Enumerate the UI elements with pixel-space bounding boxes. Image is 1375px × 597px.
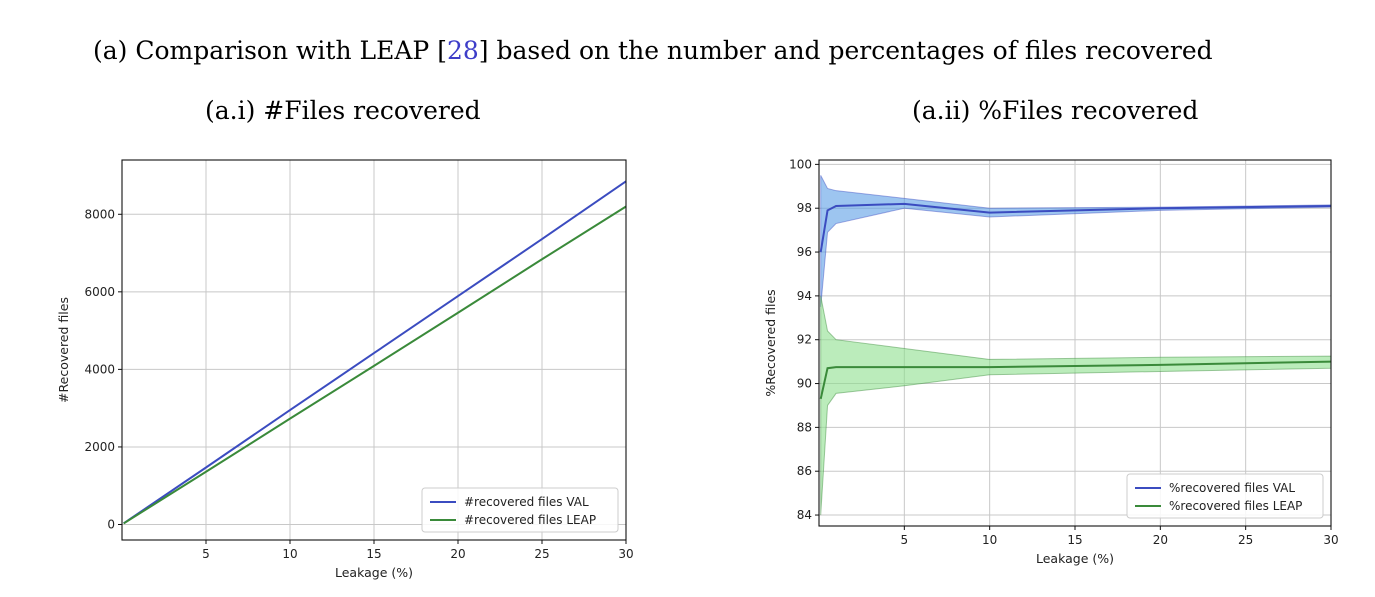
x-tick-label: 15 [366,547,381,561]
citation-link[interactable]: 28 [446,36,479,65]
x-tick-label: 10 [282,547,297,561]
legend-label-val: %recovered files VAL [1169,481,1295,495]
y-tick-label: 86 [797,464,812,478]
legend-label-leap: %recovered files LEAP [1169,499,1302,513]
legend-label-leap: #recovered files LEAP [464,513,596,527]
y-tick-label: 6000 [84,285,115,299]
band-val [820,175,1332,307]
x-tick-label: 25 [1238,533,1253,547]
x-tick-label: 20 [450,547,465,561]
series-line-leap [123,205,627,525]
chart-files-recovered-percent: 5 10 15 20 25 30 84 86 88 90 92 94 96 98 100 Leakage (%… [763,157,1339,566]
x-tick-label: 15 [1067,533,1082,547]
x-tick-label: 10 [982,533,997,547]
legend-label-val: #recovered files VAL [464,495,589,509]
y-tick-label: 84 [797,508,812,522]
y-tick-label: 0 [107,517,115,531]
y-tick-label: 94 [797,289,812,303]
y-tick-label: 88 [797,420,812,434]
y-tick-label: 92 [797,333,812,347]
y-tick-label: 90 [797,377,812,391]
x-tick-label: 5 [202,547,210,561]
grid [122,160,627,540]
subtitle-files-recovered-count: (a.i) #Files recovered [205,96,481,125]
y-tick-label: 100 [789,157,812,171]
legend-box [421,487,619,533]
x-tick-label: 30 [1323,533,1338,547]
caption-suffix: ] based on the number and percentages of… [478,36,1213,65]
figure-caption: (a) Comparison with LEAP [28] based on t… [93,36,1213,65]
grid [819,160,1332,526]
chart-files-recovered-count: 5 10 15 20 25 30 0 2000 4000 6000 8000 Leakage (%) #… [56,159,634,580]
subtitle-files-recovered-percent: (a.ii) %Files recovered [912,96,1199,125]
x-tick-label: 5 [901,533,909,547]
x-tick-label: 30 [618,547,633,561]
y-tick-label: 8000 [84,207,115,221]
x-axis-label: Leakage (%) [1036,551,1114,566]
y-axis-label: %Recovered files [763,289,778,396]
legend-box [1126,473,1324,519]
y-axis-label: #Recovered files [56,297,71,403]
legend: %recovered files VAL %recovered files LEA… [1126,473,1324,519]
y-tick-label: 4000 [84,362,115,376]
series-line-val [819,202,1332,253]
caption-prefix: (a) Comparison with LEAP [ [93,36,447,65]
x-tick-label: 25 [534,547,549,561]
x-axis-label: Leakage (%) [335,565,413,580]
legend: #recovered files VAL #recovered files LEA… [421,487,619,533]
series-line-val [123,180,627,525]
y-tick-label: 96 [797,245,812,259]
y-tick-label: 2000 [84,440,115,454]
y-tick-label: 98 [797,201,812,215]
x-tick-label: 20 [1153,533,1168,547]
